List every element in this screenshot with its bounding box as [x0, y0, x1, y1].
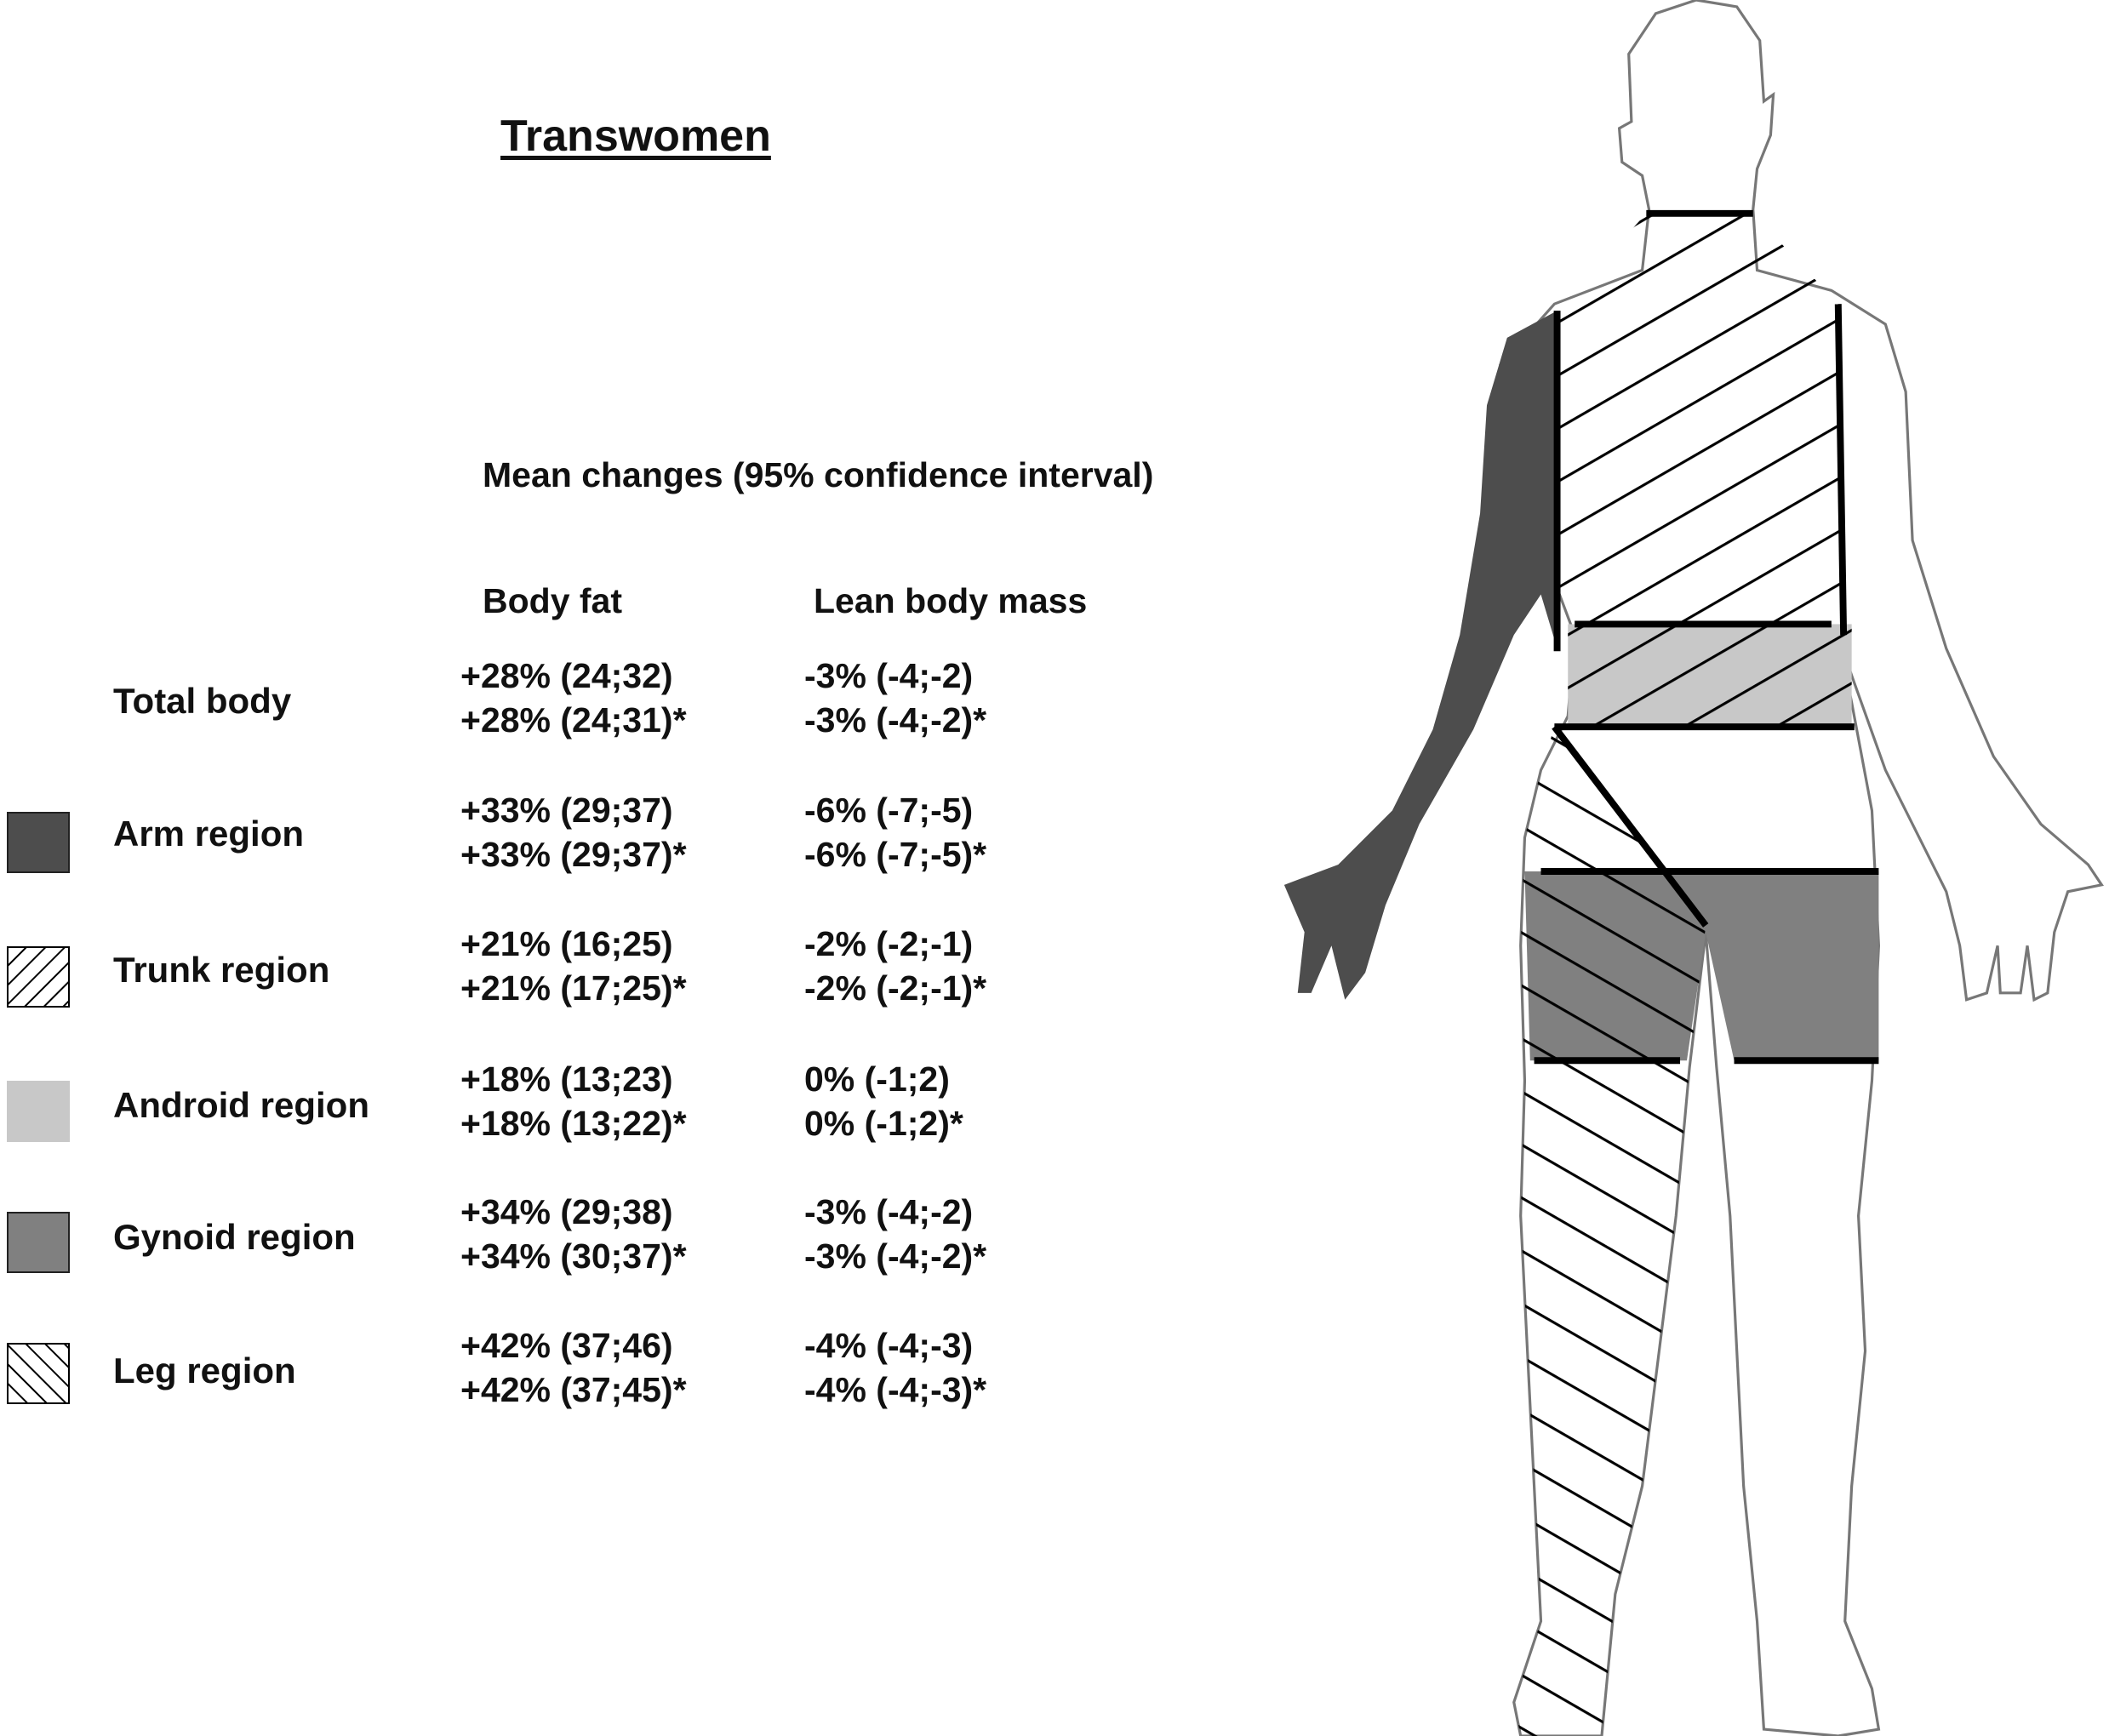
lean-mass-value-adjusted: -2% (-2;-1)*: [804, 968, 987, 1008]
row-label: Leg region: [113, 1351, 296, 1391]
row-label: Trunk region: [113, 950, 330, 990]
lean-mass-value-adjusted: -4% (-4;-3)*: [804, 1370, 987, 1409]
column-header-body-fat: Body fat: [483, 581, 622, 620]
body-fat-value-adjusted: +34% (30;37)*: [460, 1236, 687, 1276]
lean-mass-value: -6% (-7;-5): [804, 791, 974, 830]
body-fat-value: +33% (29;37): [460, 791, 673, 830]
row-label: Android region: [113, 1085, 369, 1125]
body-fat-value-adjusted: +28% (24;31)*: [460, 700, 687, 740]
body-fat-value: +28% (24;32): [460, 656, 673, 695]
lean-mass-value-adjusted: -3% (-4;-2)*: [804, 700, 987, 740]
lean-mass-value: -4% (-4;-3): [804, 1326, 974, 1365]
body-fat-value-adjusted: +18% (13;22)*: [460, 1104, 687, 1143]
body-fat-value: +21% (16;25): [460, 924, 673, 963]
column-header-lean-body-mass: Lean body mass: [814, 581, 1088, 620]
row-label: Arm region: [113, 814, 305, 854]
lean-mass-value-adjusted: -6% (-7;-5)*: [804, 835, 987, 874]
body-fat-value: +42% (37;46): [460, 1326, 673, 1365]
android-region-hatch: [1568, 624, 1852, 728]
android-swatch-icon: [7, 1081, 70, 1142]
table-subtitle: Mean changes (95% confidence interval): [483, 455, 1154, 494]
figure-title: Transwomen: [500, 111, 771, 161]
arm-region-fill: [1283, 311, 1557, 1000]
trunk-region-fill: [1557, 213, 1845, 625]
lean-mass-value-adjusted: 0% (-1;2)*: [804, 1104, 963, 1143]
gynoid-swatch-icon: [7, 1212, 70, 1273]
arm-swatch-icon: [7, 812, 70, 873]
body-fat-value-adjusted: +33% (29;37)*: [460, 835, 687, 874]
leg-region-fill: [1513, 727, 1706, 1736]
body-fat-value-adjusted: +21% (17;25)*: [460, 968, 687, 1008]
body-fat-value: +34% (29;38): [460, 1192, 673, 1231]
leg-swatch-icon: [7, 1343, 70, 1404]
lean-mass-value: 0% (-1;2): [804, 1059, 950, 1099]
region-boundaries: [1534, 209, 1879, 1065]
row-label: Gynoid region: [113, 1217, 356, 1257]
lean-mass-value: -3% (-4;-2): [804, 1192, 974, 1231]
lean-mass-value: -3% (-4;-2): [804, 656, 974, 695]
trunk-swatch-icon: [7, 946, 70, 1008]
row-label: Total body: [113, 681, 292, 721]
lean-mass-value-adjusted: -3% (-4;-2)*: [804, 1236, 987, 1276]
lean-mass-value: -2% (-2;-1): [804, 924, 974, 963]
body-fat-value: +18% (13;23): [460, 1059, 673, 1099]
body-fat-value-adjusted: +42% (37;45)*: [460, 1370, 687, 1409]
